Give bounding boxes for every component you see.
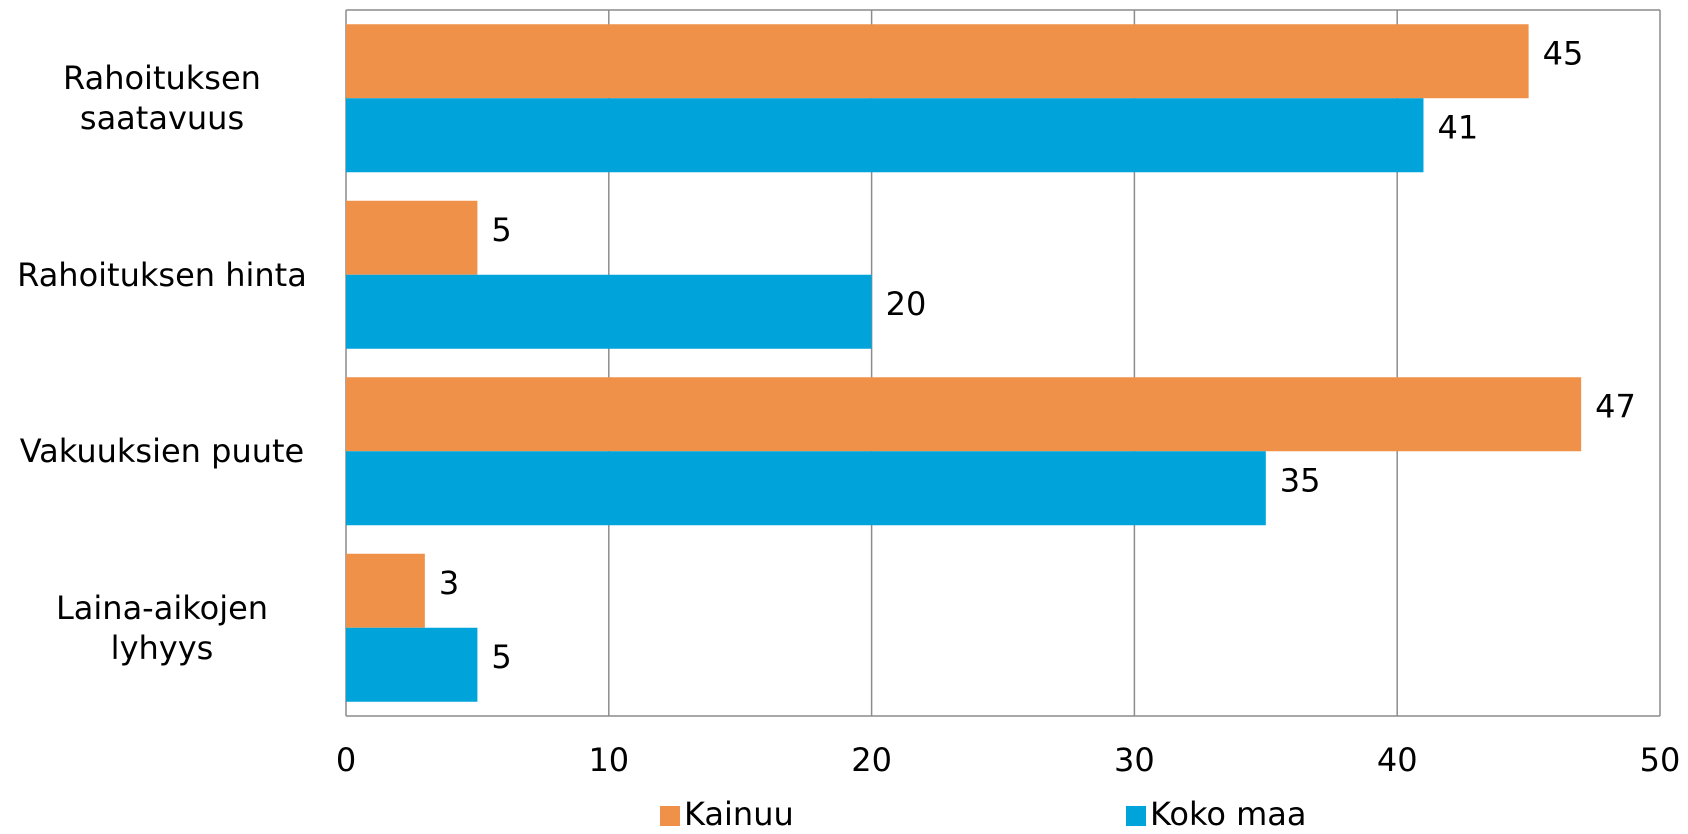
data-label: 5 xyxy=(491,638,511,676)
legend-swatch xyxy=(660,806,680,826)
bar xyxy=(346,274,872,349)
bar xyxy=(346,98,1424,173)
y-tick-label: Rahoituksen hinta xyxy=(17,255,307,294)
data-label: 5 xyxy=(491,211,511,249)
data-label: 41 xyxy=(1437,108,1478,146)
bar xyxy=(346,553,425,628)
bar xyxy=(346,377,1582,452)
data-label: 45 xyxy=(1543,34,1584,72)
bar xyxy=(346,451,1266,526)
x-tick-label: 30 xyxy=(1114,741,1155,779)
data-label: 47 xyxy=(1595,387,1636,425)
data-label: 20 xyxy=(886,285,927,323)
legend-label: Koko maa xyxy=(1150,795,1307,833)
x-tick-label: 20 xyxy=(851,741,892,779)
legend-label: Kainuu xyxy=(684,795,794,833)
y-tick-label: Vakuuksien puute xyxy=(19,432,305,471)
legend-swatch xyxy=(1126,806,1146,826)
bar xyxy=(346,627,478,702)
x-tick-label: 10 xyxy=(588,741,629,779)
data-label: 35 xyxy=(1280,461,1321,499)
x-tick-label: 0 xyxy=(336,741,356,779)
bar xyxy=(346,200,478,275)
data-label: 3 xyxy=(439,564,459,602)
y-tick-label: Laina-aikojen lyhyys xyxy=(55,588,269,667)
bar xyxy=(346,24,1529,99)
y-tick-label: Rahoituksen saatavuus xyxy=(63,59,261,138)
x-tick-label: 50 xyxy=(1640,741,1681,779)
x-tick-label: 40 xyxy=(1377,741,1418,779)
